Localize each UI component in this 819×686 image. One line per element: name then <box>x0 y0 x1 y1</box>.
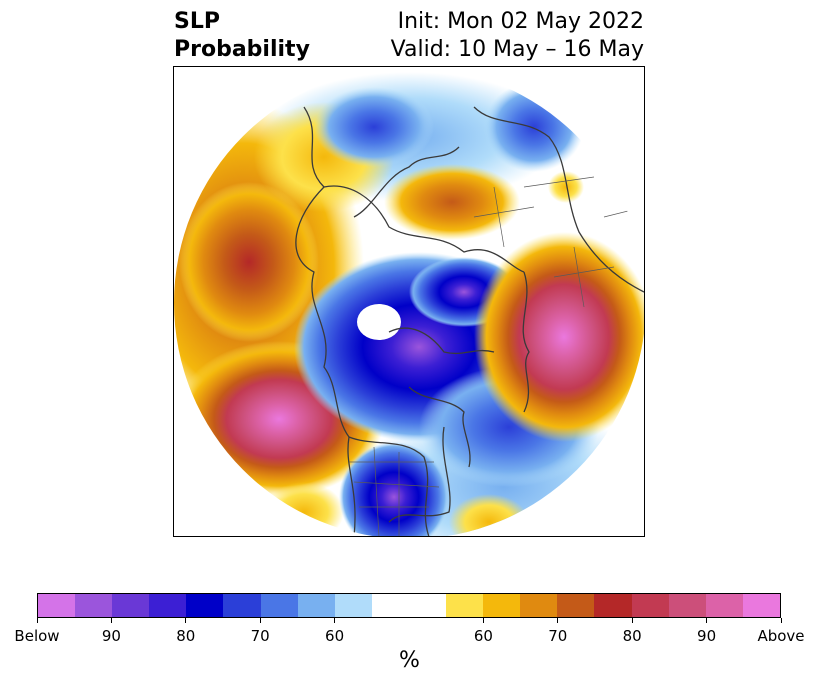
colorbar-tick-label: 90 <box>697 627 717 645</box>
init-date: Init: Mon 02 May 2022 <box>397 9 644 34</box>
colorbar-segment-above-4 <box>594 594 632 617</box>
colorbar-segment-below-7 <box>297 594 335 617</box>
map-title: SLP Probability <box>174 8 310 64</box>
colorbar-tick <box>334 618 336 623</box>
colorbar-tick <box>706 618 708 623</box>
colorbar-segment-below-4 <box>186 594 224 617</box>
colorbar-segment-below-0 <box>38 594 76 617</box>
colorbar-segment-above-0 <box>446 594 484 617</box>
colorbar-segment-neutral <box>371 594 447 617</box>
colorbar-tick <box>36 618 38 623</box>
colorbar-segment-above-5 <box>631 594 669 617</box>
polar-map <box>173 66 645 537</box>
colorbar-segment-above-8 <box>742 594 780 617</box>
colorbar-segment-above-2 <box>520 594 558 617</box>
colorbar-tick-label: 80 <box>622 627 642 645</box>
colorbar-tick-label: 70 <box>250 627 270 645</box>
colorbar-tick-label: 90 <box>101 627 121 645</box>
colorbar-tick-label: Above <box>757 627 805 645</box>
colorbar-segment-below-8 <box>334 594 372 617</box>
colorbar-tick <box>631 618 633 623</box>
colorbar <box>37 593 781 618</box>
colorbar-segment-above-6 <box>668 594 706 617</box>
date-info: Init: Mon 02 May 2022 Valid: 10 May – 16… <box>391 8 644 64</box>
colorbar-tick <box>557 618 559 623</box>
colorbar-tick <box>780 618 782 623</box>
colorbar-segment-above-1 <box>483 594 521 617</box>
colorbar-tick-label: 80 <box>176 627 196 645</box>
title-line-1: SLP <box>174 9 220 34</box>
colorbar-tick <box>110 618 112 623</box>
colorbar-segment-below-3 <box>149 594 187 617</box>
colorbar-tick <box>259 618 261 623</box>
colorbar-unit-label: % <box>399 648 420 673</box>
colorbar-tick-label: 60 <box>325 627 345 645</box>
colorbar-segment-above-7 <box>705 594 743 617</box>
colorbar-segment-above-3 <box>557 594 595 617</box>
colorbar-segment-below-2 <box>112 594 150 617</box>
colorbar-tick <box>185 618 187 623</box>
valid-range: Valid: 10 May – 16 May <box>390 37 644 62</box>
title-line-2: Probability <box>174 37 310 62</box>
colorbar-tick-label: Below <box>14 627 60 645</box>
colorbar-tick-label: 60 <box>473 627 493 645</box>
colorbar-segment-below-5 <box>223 594 261 617</box>
colorbar-segment-below-1 <box>75 594 113 617</box>
map-svg <box>174 67 644 536</box>
colorbar-tick <box>482 618 484 623</box>
colorbar-tick-label: 70 <box>548 627 568 645</box>
colorbar-segment-below-6 <box>260 594 298 617</box>
